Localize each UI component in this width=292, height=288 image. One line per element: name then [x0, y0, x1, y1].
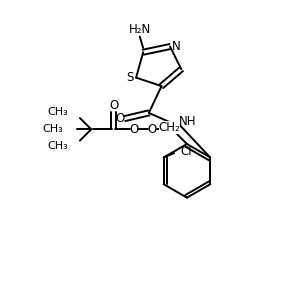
Text: O: O [115, 111, 124, 124]
Text: S: S [126, 71, 133, 84]
Text: NH: NH [179, 115, 197, 128]
Text: CH₃: CH₃ [42, 124, 63, 134]
Text: CH₂: CH₂ [159, 122, 180, 134]
Text: O: O [109, 99, 119, 112]
Text: O: O [130, 123, 139, 136]
Text: H₂N: H₂N [129, 22, 151, 35]
Text: CH₃: CH₃ [48, 107, 69, 118]
Text: O: O [148, 123, 157, 136]
Text: Cl: Cl [181, 145, 192, 158]
Text: CH₃: CH₃ [48, 141, 69, 151]
Text: N: N [172, 40, 180, 53]
